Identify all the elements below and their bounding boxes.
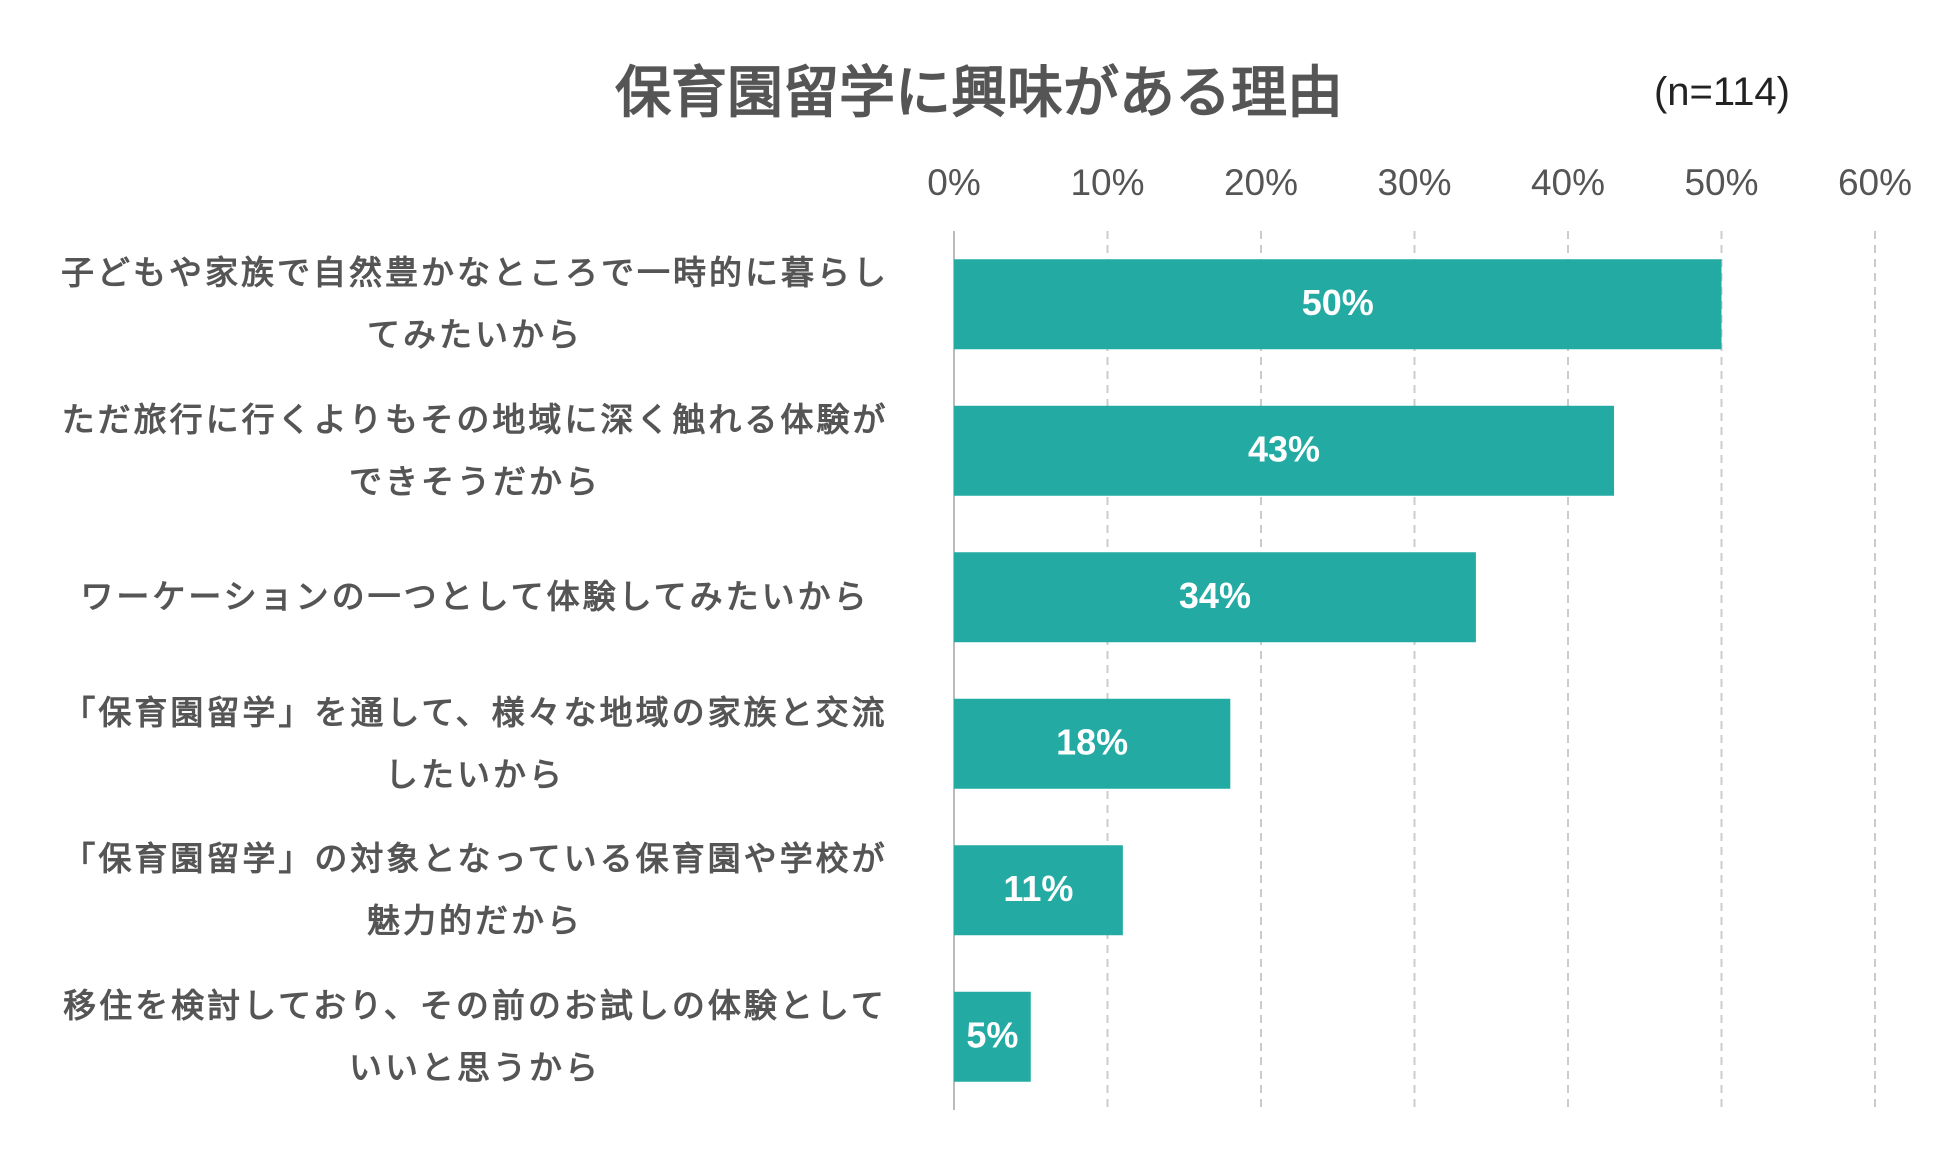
x-tick-label: 10% — [1070, 162, 1145, 203]
bar — [954, 405, 1615, 496]
data-label: 18% — [1056, 721, 1128, 762]
y-tick-label: ワーケーションの一つとして体験してみたいから — [80, 577, 870, 617]
bar — [954, 698, 1231, 789]
data-label: 11% — [1003, 868, 1073, 909]
subtitle: (n=114) — [1653, 70, 1790, 114]
y-tick-label: ただ旅行に行くよりもその地域に深く触れる体験が できそうだから — [61, 399, 889, 501]
y-tick-label: 「保育園留学」の対象となっている保育園や学校が 魅力的だから — [62, 839, 888, 941]
y-tick-label: 移住を検討しており、その前のお試しの体験として いいと思うから — [63, 985, 887, 1087]
x-tick-label: 60% — [1837, 162, 1913, 203]
x-tick-label: 40% — [1530, 162, 1606, 203]
bar — [954, 991, 1031, 1082]
y-tick-label: 子どもや家族で自然豊かなところで一時的に暮らし てみたいから — [61, 253, 889, 355]
data-label: 5% — [966, 1014, 1018, 1055]
x-tick-label: 0% — [927, 162, 981, 203]
x-tick-label: 30% — [1377, 162, 1452, 203]
data-label: 43% — [1248, 428, 1320, 469]
y-tick-label: 「保育園留学」を通して、様々な地域の家族と交流 したいから — [62, 692, 888, 794]
bar — [954, 845, 1123, 936]
bar — [954, 552, 1476, 643]
data-label: 34% — [1179, 575, 1251, 616]
x-tick-label: 50% — [1684, 162, 1759, 203]
chart-title: 保育園留学に興味がある理由 — [615, 61, 1343, 126]
bar — [954, 259, 1722, 350]
x-tick-label: 20% — [1223, 162, 1299, 203]
data-label: 50% — [1302, 282, 1374, 323]
